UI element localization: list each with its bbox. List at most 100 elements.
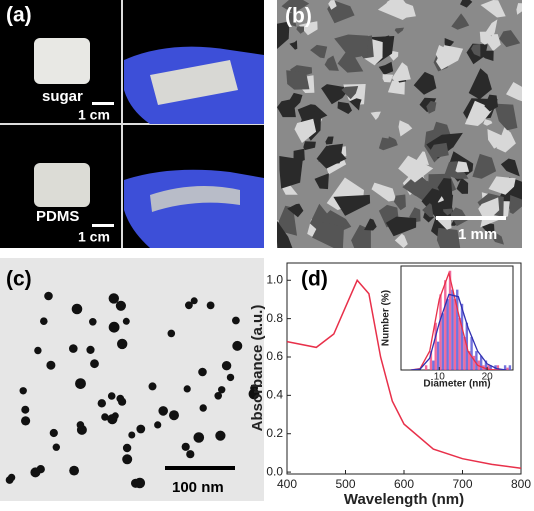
nanoparticle (46, 360, 56, 370)
pore (371, 182, 397, 202)
pore (398, 120, 413, 137)
hist-bar (456, 289, 459, 370)
nanoparticle (115, 300, 126, 311)
pore (287, 203, 304, 218)
nanoparticle (107, 392, 116, 400)
hist-bar (460, 303, 464, 370)
hist-bar (463, 336, 466, 370)
nanoparticle (215, 430, 226, 441)
hist-bar (439, 294, 442, 370)
pore (500, 158, 520, 177)
nanoparticle (158, 406, 168, 416)
x-axis-label: Wavelength (nm) (344, 491, 464, 508)
fit-line (410, 270, 507, 370)
nanoparticle (136, 424, 146, 434)
hist-bar (436, 341, 440, 370)
y-tick-label: 0.8 (266, 311, 283, 325)
nanoparticle (221, 361, 232, 371)
pore (499, 30, 521, 48)
pore (436, 227, 461, 248)
nanoparticle (190, 297, 198, 305)
pore (402, 172, 435, 196)
nanoparticle (226, 373, 235, 382)
pdms-squeezed (150, 186, 240, 212)
nanoparticle (169, 410, 179, 421)
hist-bar (496, 365, 500, 370)
pore (468, 68, 492, 100)
pore (277, 98, 296, 118)
pore (456, 177, 469, 194)
nanoparticle (198, 367, 207, 377)
hist-bar (489, 365, 492, 370)
pore (310, 44, 328, 59)
pore (277, 21, 290, 49)
nanoparticle (117, 338, 128, 350)
panel-b-overlay: (b) 1 mm (285, 5, 506, 243)
scale-bar (436, 216, 506, 220)
pore (471, 43, 481, 57)
nanoparticle (122, 443, 132, 453)
pore (496, 126, 516, 153)
scale-label: 1 cm (78, 229, 110, 245)
absorbance-line (286, 278, 522, 469)
y-tick-label: 0.4 (266, 388, 283, 402)
panel-label: (a) (6, 4, 32, 27)
pore (429, 142, 449, 158)
pore (294, 118, 317, 143)
nanoparticle (167, 329, 176, 338)
nanoparticle (206, 301, 215, 310)
nanoparticle (89, 318, 97, 326)
pore (494, 103, 518, 131)
nanoparticle (154, 421, 162, 429)
pore (378, 137, 398, 151)
panel-label: (d) (301, 268, 328, 291)
nanoparticle (76, 421, 85, 429)
pore (314, 173, 329, 190)
nanoparticle (193, 432, 205, 443)
nanoparticle (21, 405, 30, 414)
hist-bar (453, 299, 457, 370)
nanoparticle (101, 413, 109, 421)
pdms-sponge (34, 163, 90, 207)
panel-c-overlay: (c) 100 nm (6, 268, 235, 496)
pore (289, 40, 298, 50)
pore (386, 0, 395, 5)
inset-plot (410, 270, 512, 370)
nanoparticle (21, 416, 31, 426)
pore (337, 101, 352, 114)
hist-bar (503, 365, 507, 370)
pore (385, 216, 417, 237)
sugar-cube (34, 38, 90, 84)
pore (437, 178, 453, 198)
pore (451, 13, 470, 30)
nanoparticle (75, 378, 86, 389)
pore (392, 62, 411, 82)
nanoparticle (49, 428, 58, 438)
nanoparticle (185, 301, 193, 310)
nanoparticle (128, 431, 136, 439)
panel-label: (b) (285, 5, 312, 28)
tem-background (0, 258, 264, 501)
pore (413, 71, 437, 95)
nanoparticle (232, 340, 243, 351)
nanoparticle (183, 385, 191, 393)
nanoparticle (40, 317, 48, 326)
scale-bar (92, 102, 114, 105)
pore (426, 100, 437, 114)
hist-bar (424, 365, 428, 370)
pore (460, 0, 473, 8)
hist-bar (472, 355, 476, 370)
pore (334, 34, 369, 59)
pore (312, 221, 344, 248)
pore (370, 111, 381, 120)
hist-bar (506, 367, 509, 370)
pore (472, 153, 497, 179)
pore (298, 21, 318, 36)
pore (328, 0, 337, 10)
nanoparticle (232, 316, 240, 325)
inset-x-label: Diameter (nm) (423, 379, 490, 390)
glove (124, 169, 264, 248)
pore (341, 86, 359, 100)
pore (484, 94, 498, 112)
nanoparticle (186, 450, 195, 459)
